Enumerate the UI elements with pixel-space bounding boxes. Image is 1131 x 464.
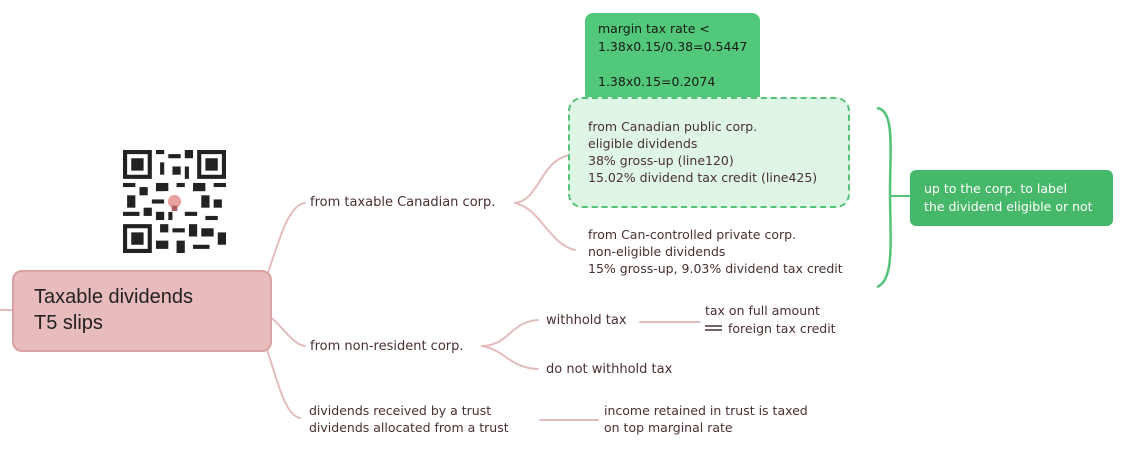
eligible-dividends-box[interactable] — [568, 97, 850, 208]
non-eligible-dividends-node[interactable]: from Can-controlled private corp. non-eli… — [588, 227, 843, 276]
eligible-dividends-text: from Canadian public corp. eligible divid… — [588, 119, 818, 185]
node-taxable-canadian[interactable]: from taxable Canadian corp. — [310, 195, 496, 210]
node-trust-dividends[interactable]: dividends received by a trust dividends a… — [309, 403, 509, 435]
qr-code-icon — [123, 150, 226, 253]
connector-nonresident-nowithhold — [481, 345, 539, 370]
connector-canadian-noneligible — [514, 202, 576, 251]
withhold-result-line2: foreign tax credit — [728, 321, 836, 336]
label-eligible-note-box — [910, 170, 1113, 226]
margin-note-box — [585, 13, 760, 103]
connector-canadian-eligible — [514, 154, 571, 204]
bracket-shape — [876, 106, 892, 289]
trust-result: income retained in trust is taxed on top … — [604, 403, 808, 435]
root-node[interactable] — [12, 270, 272, 352]
node-no-withhold-tax[interactable]: do not withhold tax — [546, 362, 673, 377]
equals-icon — [705, 325, 722, 331]
label-eligible-note-text: up to the corp. to label the dividend eli… — [924, 181, 1093, 214]
root-label: Taxable dividends T5 slips — [34, 286, 193, 334]
node-non-resident[interactable]: from non-resident corp. — [310, 339, 464, 354]
node-withhold-tax[interactable]: withhold tax — [546, 313, 627, 328]
connector-nonresident-withhold — [481, 319, 539, 347]
margin-note-text: margin tax rate <1.38x0.15/0.38=0.5447 1.… — [598, 21, 748, 89]
withhold-result-line1: tax on full amount — [705, 303, 820, 318]
